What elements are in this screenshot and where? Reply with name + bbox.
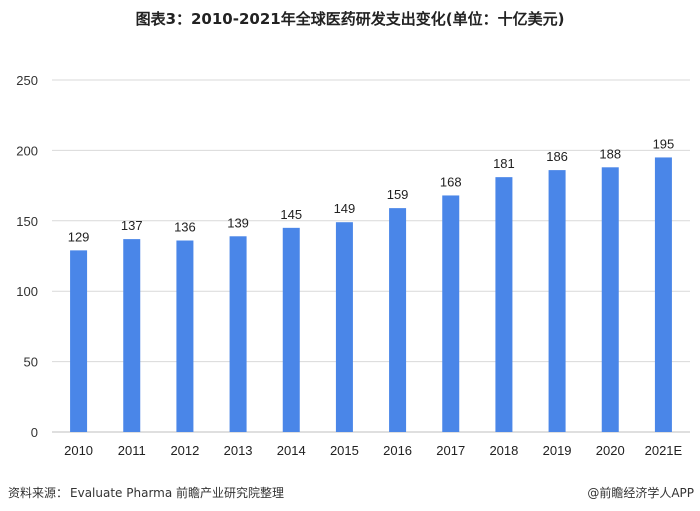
x-tick-label: 2019 [543,443,572,458]
source-label: 资料来源： [8,486,69,500]
y-tick-label: 200 [16,143,38,158]
data-label: 168 [440,174,462,189]
credit-text: @前瞻经济学人APP [587,486,694,500]
x-tick-label: 2010 [64,443,93,458]
data-label: 137 [121,218,143,233]
data-label: 139 [227,215,249,230]
bar [601,167,619,432]
x-tick-label: 2018 [489,443,518,458]
chart-title: 图表3：2010-2021年全球医药研发支出变化(单位：十亿美元) [135,10,565,28]
data-label: 145 [280,207,302,222]
bar [229,236,247,432]
data-label: 188 [599,146,621,161]
gridlines [52,79,690,433]
data-label: 195 [653,136,675,151]
x-tick-label: 2016 [383,443,412,458]
data-labels: 129 137 136 139 145 149 159 168 181 186 188 195 [68,136,675,244]
bar [70,250,88,432]
x-tick-label: 2015 [330,443,359,458]
y-tick-label: 50 [24,355,38,370]
source-note: 资料来源： Evaluate Pharma 前瞻产业研究院整理 [8,484,284,501]
bar [654,157,672,432]
bar [548,170,566,432]
bar [123,239,141,432]
x-tick-label: 2021E [645,443,683,458]
y-axis-ticks: 0 50 100 150 200 250 [16,73,38,440]
bar [389,208,407,432]
y-tick-label: 100 [16,284,38,299]
bar [335,222,353,432]
data-label: 181 [493,156,515,171]
x-tick-label: 2011 [118,443,146,458]
data-label: 136 [174,220,196,235]
bar [442,195,460,432]
y-tick-label: 0 [31,425,38,440]
y-tick-label: 250 [16,73,38,88]
data-label: 186 [546,149,568,164]
bar [176,240,194,432]
bar [495,177,513,432]
data-label: 149 [334,201,356,216]
x-axis-ticks: 2010 2011 2012 2013 2014 2015 2016 2017 2018 2019… [64,443,682,458]
x-tick-label: 2020 [596,443,625,458]
data-label: 129 [68,229,90,244]
source-text: Evaluate Pharma 前瞻产业研究院整理 [70,486,285,500]
bars [70,157,672,432]
x-tick-label: 2013 [224,443,253,458]
x-tick-label: 2014 [277,443,306,458]
data-label: 159 [387,187,409,202]
y-tick-label: 150 [16,214,38,229]
bar [282,227,300,432]
x-tick-label: 2017 [436,443,465,458]
x-tick-label: 2012 [170,443,199,458]
